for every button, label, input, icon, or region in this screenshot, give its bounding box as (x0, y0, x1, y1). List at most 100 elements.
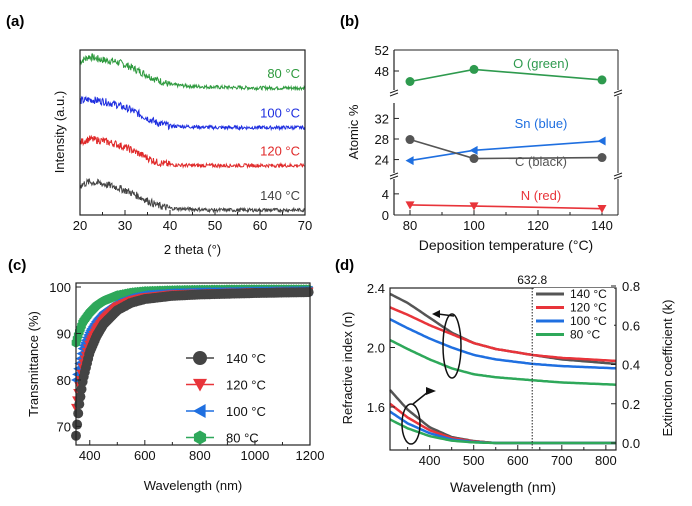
x-tick-label: 600 (507, 453, 529, 468)
legend-label: 100 °C (226, 404, 266, 419)
axis-break-gap (389, 173, 399, 179)
legend-bg (534, 301, 614, 315)
y-tick-label: 2.0 (367, 341, 385, 356)
legend-label: 120 °C (226, 378, 266, 393)
xrd-trace-100 (79, 95, 306, 132)
axis-break-icon (613, 89, 623, 97)
x-axis-label: 2 theta (°) (164, 242, 221, 257)
xrd-trace-80 (79, 53, 306, 92)
y-right-tick-label: 0.4 (622, 358, 640, 373)
data-point (469, 64, 479, 74)
data-point (76, 384, 87, 395)
data-point (597, 205, 607, 214)
x-tick-label: 500 (463, 453, 485, 468)
legend-bg (534, 315, 614, 328)
panel-label-d: (d) (335, 257, 354, 274)
y-tick-label: 4 (382, 187, 389, 202)
x-axis-label: Wavelength (nm) (144, 478, 243, 493)
k-group-ellipse (401, 403, 421, 445)
data-point (469, 145, 478, 155)
y-right-axis-label: Extinction coefficient (k) (660, 299, 675, 436)
series-label: 120 °C (260, 144, 300, 159)
x-axis-label: Wavelength (nm) (450, 479, 556, 495)
y-tick-label: 70 (57, 419, 71, 434)
data-point (72, 419, 83, 430)
legend-bg (534, 328, 614, 342)
legend-marker (193, 351, 207, 365)
data-point (303, 287, 314, 298)
x-axis-label: Deposition temperature (°C) (419, 237, 593, 253)
series-label: 140 °C (260, 188, 300, 203)
y-tick-label: 28 (375, 132, 389, 147)
axis-break-gap (613, 173, 623, 179)
x-tick-label: 120 (527, 218, 549, 233)
axis-break-icon (389, 172, 399, 180)
y-tick-label: 90 (57, 326, 71, 341)
legend-label: 140 °C (226, 351, 266, 366)
panel-label-b: (b) (340, 13, 359, 30)
x-tick-label: 1200 (296, 448, 325, 463)
left-arrow-icon (437, 313, 455, 317)
data-point (405, 201, 415, 210)
series-label: C (black) (515, 154, 567, 169)
y-axis-label: Atomic % (346, 104, 361, 159)
y-right-tick-label: 0.0 (622, 436, 640, 451)
n-curve-100 (389, 318, 616, 370)
data-point (469, 202, 479, 211)
y-tick-label: 48 (375, 64, 389, 79)
legend-marker (193, 404, 206, 418)
series-120 (71, 287, 314, 413)
y-tick-label: 24 (375, 153, 389, 168)
x-tick-label: 800 (189, 448, 211, 463)
x-tick-label: 60 (253, 218, 267, 233)
y-tick-label: 80 (57, 373, 71, 388)
y-axis-label: Refractive index (n) (340, 312, 355, 425)
data-point (405, 77, 415, 86)
legend-label: 80 °C (226, 431, 259, 446)
x-tick-label: 80 (403, 218, 417, 233)
y-tick-label: 1.6 (367, 400, 385, 415)
y-axis-label: Intensity (a.u.) (52, 91, 67, 173)
x-tick-label: 700 (551, 453, 573, 468)
panel-c-transmittance: 400 600 800 1000 1200 70 80 90 100 140 °C 120 °C 10… (26, 280, 324, 493)
n-group-ellipse (442, 313, 462, 379)
panel-d-optical-constants: 632.8 400 500 600 700 800 1.6 2.0 2.4 0.0 0.2 0.4 0.… (340, 273, 675, 495)
data-point (74, 399, 85, 410)
right-arrow-icon (412, 391, 429, 405)
x-tick-label: 140 (591, 218, 613, 233)
x-tick-label: 40 (163, 218, 177, 233)
y-tick-label: 52 (375, 43, 389, 58)
x-tick-label: 30 (118, 218, 132, 233)
k-curve-80 (389, 418, 616, 445)
axis-break-gap (613, 90, 623, 96)
legend-label: 140 °C (570, 287, 607, 301)
y-tick-label: 0 (382, 208, 389, 223)
annotation-label: 632.8 (517, 273, 547, 287)
data-point (597, 153, 607, 163)
right-arrow-head (426, 387, 436, 395)
legend-marker (193, 430, 207, 445)
data-point (597, 75, 607, 85)
plot-frame (75, 282, 311, 446)
series-label: 100 °C (260, 106, 300, 121)
data-point (405, 135, 415, 145)
n-curve-120 (389, 306, 616, 363)
x-tick-label: 20 (73, 218, 87, 233)
left-arrow-head (432, 310, 440, 318)
y-right-tick-label: 0.6 (622, 318, 640, 333)
x-tick-label: 400 (419, 453, 441, 468)
x-tick-label: 1000 (240, 448, 269, 463)
panel-label-c: (c) (8, 257, 26, 274)
series-label: N (red) (521, 188, 561, 203)
series-140 (71, 287, 314, 441)
axis-break-icon (389, 89, 399, 97)
y-tick-label: 100 (49, 280, 71, 295)
data-point (75, 391, 86, 402)
xrd-trace-140 (79, 177, 305, 214)
series-line (409, 68, 603, 83)
series-label: Sn (blue) (515, 116, 568, 131)
panel-b-composition: 48 52 24 28 32 0 4 80 100 120 140 O (green) Sn (blue… (346, 43, 623, 253)
panel-label-a: (a) (6, 13, 24, 30)
series-label: 80 °C (267, 66, 300, 81)
